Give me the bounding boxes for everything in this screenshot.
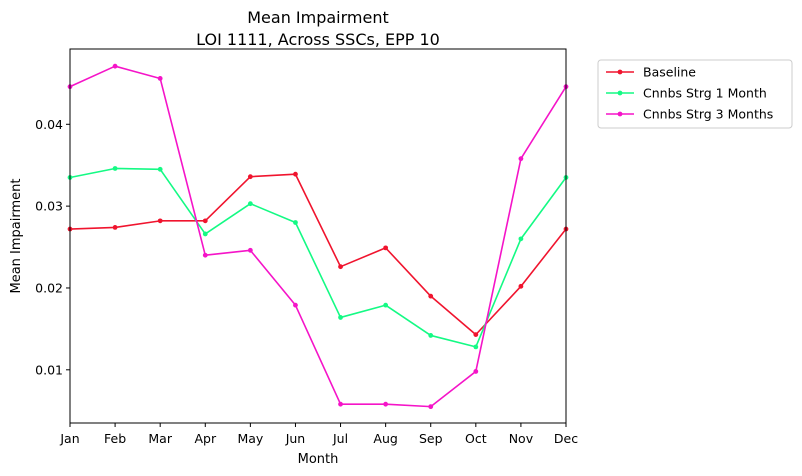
series-point-cnnbs-strg-1-month-jul <box>338 315 343 320</box>
series-point-cnnbs-strg-1-month-oct <box>473 344 479 350</box>
x-axis: Jan Feb Mar Apr May Jun Jul Aug Sep Oct Nov Dec <box>59 423 578 446</box>
series-point-cnnbs-strg-1-month-mar <box>157 166 163 172</box>
series-point-cnnbs-strg-3-months-jun <box>293 302 298 308</box>
plot-marks <box>67 63 569 410</box>
series-point-cnnbs-strg-1-month-sep <box>428 333 434 338</box>
series-point-cnnbs-strg-3-months-apr <box>202 252 208 258</box>
legend-label-cnnbs-strg-1-month: Cnnbs Strg 1 Month <box>643 86 767 101</box>
x-tick-label-jun: Jun <box>285 431 306 446</box>
series-line-baseline <box>69 173 567 336</box>
y-tick-label: 0.02 <box>35 280 63 295</box>
series-point-cnnbs-strg-3-months-sep <box>428 404 434 410</box>
x-tick-label-feb: Feb <box>104 431 126 446</box>
x-tick-label-may: May <box>237 431 263 446</box>
x-tick-label-jan: Jan <box>59 431 79 446</box>
legend-marker-cnnbs-strg-1-month <box>617 90 623 96</box>
x-tick-label-dec: Dec <box>554 431 578 446</box>
series-point-cnnbs-strg-3-months-mar <box>157 76 163 81</box>
legend-marker-cnnbs-strg-3-months <box>617 111 623 117</box>
legend-frame <box>597 59 793 129</box>
x-tick-label-jul: Jul <box>332 431 348 446</box>
series-point-cnnbs-strg-3-months-nov <box>518 156 524 162</box>
series-point-cnnbs-strg-1-month-may <box>247 201 253 207</box>
series-point-baseline-aug <box>383 245 389 251</box>
series-point-cnnbs-strg-1-month-jun <box>293 220 298 225</box>
series-point-baseline-jun <box>293 171 298 177</box>
x-tick-label-aug: Aug <box>373 431 397 446</box>
series-point-cnnbs-strg-3-months-may <box>247 247 253 253</box>
x-tick-label-oct: Oct <box>465 431 487 446</box>
legend-label-cnnbs-strg-3-months: Cnnbs Strg 3 Months <box>643 107 773 122</box>
series-point-cnnbs-strg-1-month-apr <box>202 231 208 237</box>
plot-frame <box>69 48 567 424</box>
x-tick-label-mar: Mar <box>148 431 172 446</box>
series-line-cnnbs-strg-1-month <box>69 167 567 348</box>
series-point-baseline-feb <box>112 225 118 230</box>
series-point-baseline-may <box>247 174 253 180</box>
legend: Baseline Cnnbs Strg 1 Month Cnnbs Strg 3 M… <box>597 59 793 129</box>
series-point-cnnbs-strg-3-months-oct <box>473 369 479 374</box>
series-point-baseline-oct <box>473 332 479 338</box>
series-point-cnnbs-strg-1-month-feb <box>112 166 118 171</box>
series-point-cnnbs-strg-1-month-aug <box>383 302 389 308</box>
series-point-cnnbs-strg-3-months-aug <box>383 401 389 407</box>
y-tick-label: 0.03 <box>35 199 63 214</box>
series-point-baseline-nov <box>518 283 524 289</box>
series-line-cnnbs-strg-3-months <box>69 65 567 408</box>
series-point-baseline-apr <box>202 218 208 224</box>
x-tick-label-sep: Sep <box>419 431 443 446</box>
y-axis: 0.01 0.02 0.03 0.04 <box>35 117 70 377</box>
series-point-baseline-mar <box>157 218 163 224</box>
legend-marker-baseline <box>617 69 623 75</box>
chart-title: Mean Impairment <box>247 8 389 27</box>
legend-label-baseline: Baseline <box>643 65 696 80</box>
y-tick-label: 0.01 <box>35 362 63 377</box>
y-axis-label: Mean Impairment <box>9 179 24 294</box>
series-point-cnnbs-strg-3-months-jul <box>338 401 343 407</box>
series-point-baseline-sep <box>428 293 434 299</box>
series-point-cnnbs-strg-1-month-nov <box>518 236 524 242</box>
x-tick-label-apr: Apr <box>194 431 216 446</box>
series-point-cnnbs-strg-3-months-feb <box>112 63 118 69</box>
chart-subtitle: LOI 1111, Across SSCs, EPP 10 <box>196 30 440 49</box>
x-tick-label-nov: Nov <box>509 431 534 446</box>
series-point-baseline-jul <box>338 264 343 270</box>
y-tick-label: 0.04 <box>35 117 63 132</box>
x-axis-label: Month <box>298 452 339 467</box>
